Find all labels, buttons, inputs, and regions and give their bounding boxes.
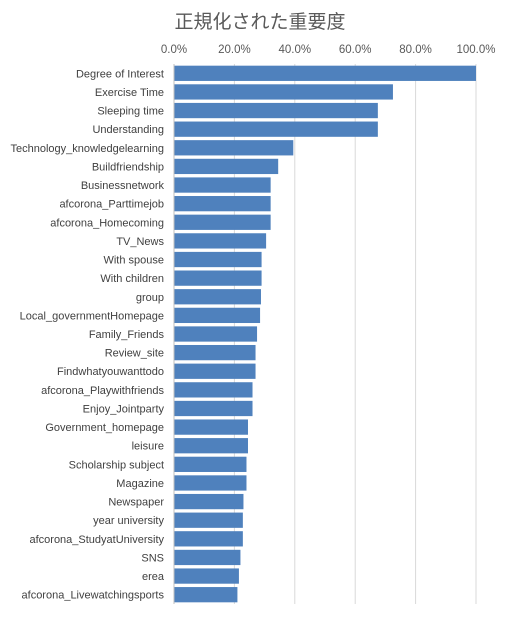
- x-tick-label: 40.0%: [278, 44, 311, 56]
- bar: [174, 307, 261, 324]
- category-label: Enjoy_Jointparty: [83, 403, 165, 415]
- category-label: Local_governmentHomepage: [20, 310, 164, 322]
- bar: [174, 233, 267, 249]
- category-label: Understanding: [92, 124, 164, 136]
- bar: [174, 438, 248, 454]
- category-label: SNS: [141, 552, 164, 564]
- category-label: Review_site: [105, 348, 164, 360]
- category-label: group: [136, 292, 164, 304]
- bar: [174, 419, 248, 435]
- bar: [174, 214, 271, 230]
- bar: [174, 140, 294, 156]
- bar: [174, 382, 253, 398]
- category-label: Magazine: [116, 478, 164, 490]
- category-label: Businessnetwork: [81, 180, 165, 192]
- bar: [174, 326, 258, 342]
- bar: [174, 251, 262, 268]
- category-label: Exercise Time: [95, 87, 164, 99]
- category-label: afcorona_StudyatUniversity: [29, 534, 164, 546]
- category-label: afcorona_Homecoming: [50, 217, 164, 229]
- x-tick-label: 20.0%: [218, 44, 251, 56]
- category-label: With spouse: [103, 255, 164, 267]
- category-label: erea: [142, 571, 165, 583]
- bar: [174, 289, 261, 305]
- category-label: Buildfriendship: [92, 161, 164, 173]
- bar: [174, 363, 256, 379]
- category-label: With children: [100, 273, 164, 285]
- category-label: Degree of Interest: [76, 68, 164, 80]
- bar: [174, 177, 271, 193]
- category-label: afcorona_Playwithfriends: [41, 385, 164, 397]
- category-label: Technology_knowledgelearning: [10, 143, 164, 155]
- x-tick-label: 0.0%: [161, 44, 187, 56]
- x-tick-label: 80.0%: [399, 44, 432, 56]
- bar: [174, 512, 243, 528]
- bar: [174, 270, 262, 286]
- bars: [174, 65, 476, 603]
- category-label: year university: [93, 515, 164, 527]
- chart-title: 正規化された重要度: [174, 11, 345, 33]
- bar: [174, 158, 279, 175]
- category-label: TV_News: [116, 236, 164, 248]
- bar: [174, 531, 243, 547]
- category-label: Findwhatyouwanttodo: [57, 366, 164, 378]
- x-axis-ticks: 0.0% 20.0% 40.0% 60.0% 80.0% 100.0%: [161, 44, 496, 56]
- bar: [174, 549, 241, 566]
- bar: [174, 65, 476, 81]
- bar: [174, 102, 378, 119]
- bar: [174, 84, 393, 100]
- category-label: Scholarship subject: [69, 459, 164, 471]
- x-tick-label: 60.0%: [339, 44, 372, 56]
- category-label: afcorona_Parttimejob: [59, 199, 164, 211]
- category-label: Government_homepage: [45, 422, 164, 434]
- bar: [174, 196, 271, 212]
- x-tick-label: 100.0%: [456, 44, 495, 56]
- category-label: Newspaper: [108, 497, 164, 509]
- bar: [174, 568, 239, 584]
- bar: [174, 344, 256, 361]
- bar: [174, 587, 238, 603]
- bar: [174, 475, 247, 491]
- category-label: Family_Friends: [89, 329, 165, 341]
- bar: [174, 121, 378, 137]
- bar: [174, 456, 247, 472]
- category-label: afcorona_Livewatchingsports: [22, 590, 165, 602]
- category-labels: Degree of Interest Exercise Time Sleeping …: [10, 68, 164, 601]
- category-label: Sleeping time: [97, 106, 164, 118]
- category-label: leisure: [132, 441, 164, 453]
- bar: [174, 400, 253, 417]
- bar: [174, 493, 244, 510]
